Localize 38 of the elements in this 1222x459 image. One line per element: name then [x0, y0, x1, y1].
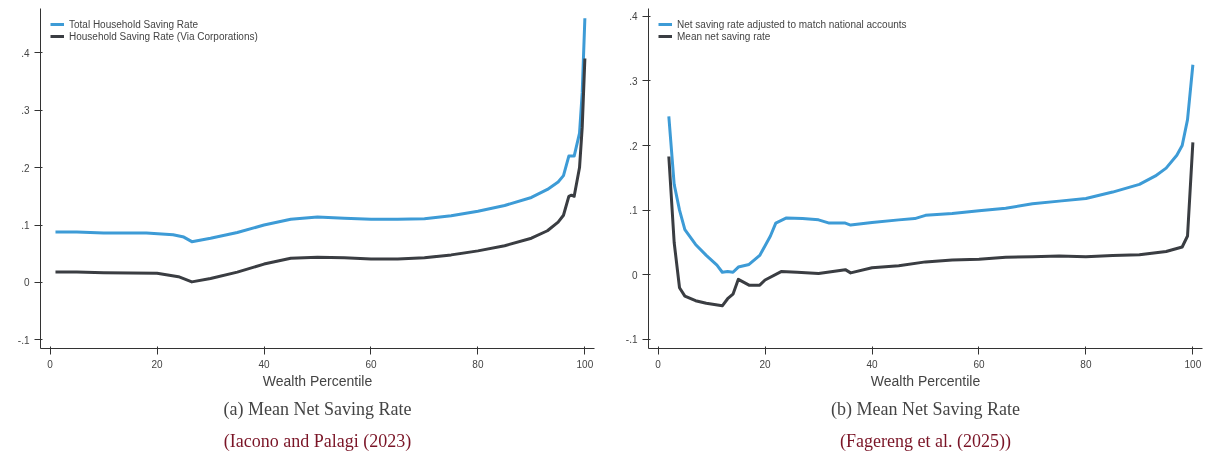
x-tick-label: 20: [151, 358, 164, 370]
x-axis-title: Wealth Percentile: [870, 372, 981, 389]
y-tick-label: .2: [21, 162, 30, 174]
x-tick-label: 80: [472, 358, 484, 370]
x-tick-label: 0: [655, 358, 662, 370]
y-tick-label: .2: [629, 140, 638, 152]
y-tick-label: -.1: [625, 334, 638, 346]
y-tick-label: .3: [21, 105, 30, 117]
y-tick-label: 0: [23, 277, 30, 289]
x-tick-label: 40: [866, 358, 879, 370]
y-tick-label: 0: [631, 269, 638, 281]
line-series: [667, 140, 1195, 308]
x-tick-label: 60: [973, 358, 985, 370]
x-tick-label: 100: [1184, 358, 1202, 370]
y-tick-label: .1: [629, 205, 638, 217]
legend-label: Total Household Saving Rate: [69, 18, 198, 30]
y-tick-label: .4: [629, 11, 638, 23]
legend-label: Mean net saving rate: [677, 30, 771, 42]
legend-label: Household Saving Rate (Via Corporations): [69, 30, 258, 42]
x-tick-label: 100: [576, 358, 594, 370]
x-tick-label: 80: [1080, 358, 1092, 370]
line-series: [53, 16, 587, 244]
x-tick-label: 20: [759, 358, 772, 370]
y-tick-label: .3: [629, 75, 638, 87]
legend-label: Net saving rate adjusted to match national accounts: [677, 18, 907, 30]
text: (Fagereng et al. (2025)): [840, 430, 1011, 452]
text: (Iacono and Palagi (2023): [223, 430, 412, 452]
text: (b) Mean Net Saving Rate: [831, 398, 1020, 420]
y-tick-label: .1: [21, 220, 30, 232]
x-tick-label: 60: [365, 358, 377, 370]
y-tick-label: -.1: [17, 334, 30, 346]
text: (a) Mean Net Saving Rate: [223, 398, 412, 420]
y-tick-label: .4: [21, 47, 30, 59]
line-series: [53, 56, 587, 284]
x-tick-label: 0: [47, 358, 54, 370]
x-tick-label: 40: [258, 358, 271, 370]
x-axis-title: Wealth Percentile: [262, 372, 373, 389]
line-series: [667, 63, 1195, 274]
